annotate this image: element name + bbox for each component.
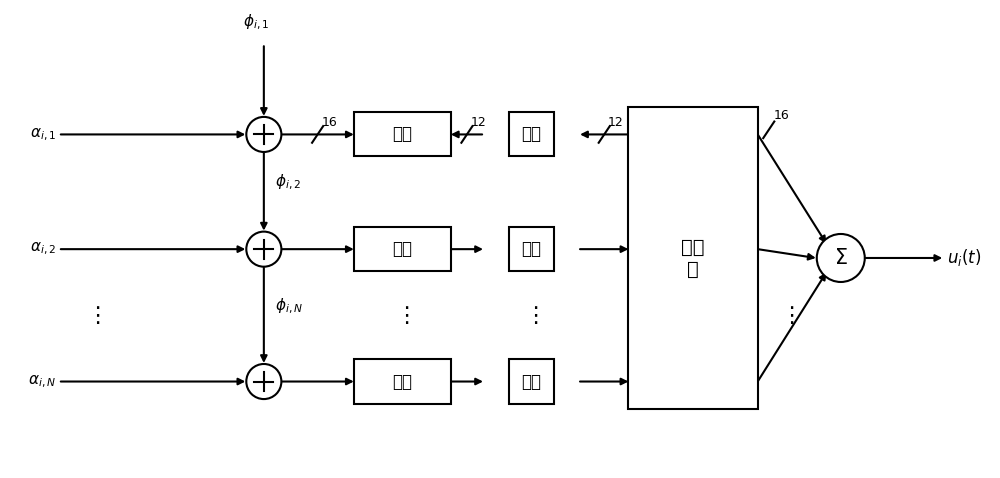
Text: $u_i(t)$: $u_i(t)$ <box>947 248 981 269</box>
Text: $\alpha_{i,1}$: $\alpha_{i,1}$ <box>30 126 56 142</box>
Text: 截断: 截断 <box>392 372 412 391</box>
Bar <box>509 227 554 271</box>
Text: $\vdots$: $\vdots$ <box>524 304 539 326</box>
Bar <box>509 112 554 156</box>
Text: 截断: 截断 <box>392 125 412 143</box>
Text: 截断: 截断 <box>392 240 412 258</box>
Circle shape <box>817 234 865 282</box>
Text: 16: 16 <box>773 109 789 122</box>
Bar <box>628 107 758 409</box>
Text: 12: 12 <box>471 116 486 129</box>
Bar <box>354 359 451 403</box>
Bar <box>354 227 451 271</box>
Text: 16: 16 <box>321 116 337 129</box>
Text: $\alpha_{i,N}$: $\alpha_{i,N}$ <box>28 373 56 390</box>
Text: $\phi_{i,2}$: $\phi_{i,2}$ <box>275 173 301 192</box>
Text: 偏移: 偏移 <box>522 240 542 258</box>
Text: 余弦
表: 余弦 表 <box>681 238 705 279</box>
Circle shape <box>246 232 281 267</box>
Bar <box>354 112 451 156</box>
Text: 12: 12 <box>608 116 624 129</box>
Text: $\phi_{i,1}$: $\phi_{i,1}$ <box>243 13 270 33</box>
Text: $\phi_{i,N}$: $\phi_{i,N}$ <box>275 296 303 316</box>
Bar <box>509 359 554 403</box>
Text: $\Sigma$: $\Sigma$ <box>834 248 848 268</box>
Text: $\vdots$: $\vdots$ <box>395 304 409 326</box>
Text: $\vdots$: $\vdots$ <box>86 304 100 326</box>
Circle shape <box>246 117 281 152</box>
Text: $\alpha_{i,2}$: $\alpha_{i,2}$ <box>30 241 56 257</box>
Text: 偏移: 偏移 <box>522 125 542 143</box>
Circle shape <box>246 364 281 399</box>
Text: 偏移: 偏移 <box>522 372 542 391</box>
Text: $\vdots$: $\vdots$ <box>780 304 794 326</box>
